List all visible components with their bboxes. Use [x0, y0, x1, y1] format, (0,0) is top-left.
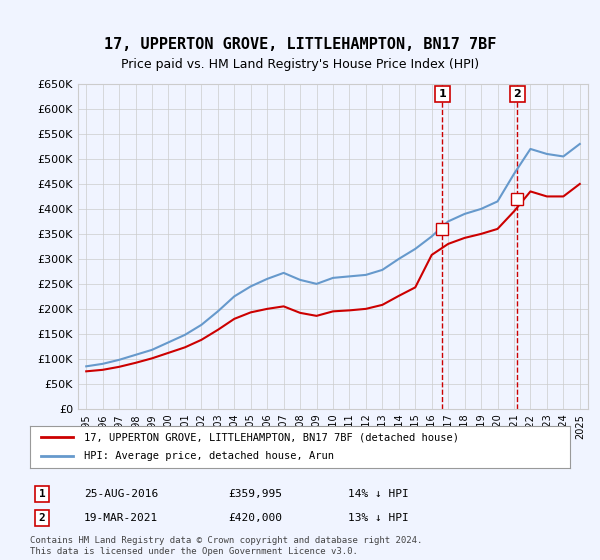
Text: 14% ↓ HPI: 14% ↓ HPI	[348, 489, 409, 499]
Text: 2: 2	[514, 89, 521, 99]
Text: 13% ↓ HPI: 13% ↓ HPI	[348, 513, 409, 523]
Text: 17, UPPERTON GROVE, LITTLEHAMPTON, BN17 7BF (detached house): 17, UPPERTON GROVE, LITTLEHAMPTON, BN17 …	[84, 432, 459, 442]
Text: 25-AUG-2016: 25-AUG-2016	[84, 489, 158, 499]
Text: £359,995: £359,995	[228, 489, 282, 499]
Text: Price paid vs. HM Land Registry's House Price Index (HPI): Price paid vs. HM Land Registry's House …	[121, 58, 479, 71]
Text: 1: 1	[439, 89, 446, 99]
Text: 1: 1	[38, 489, 46, 499]
Text: £420,000: £420,000	[228, 513, 282, 523]
Text: 19-MAR-2021: 19-MAR-2021	[84, 513, 158, 523]
Text: HPI: Average price, detached house, Arun: HPI: Average price, detached house, Arun	[84, 451, 334, 461]
Text: Contains HM Land Registry data © Crown copyright and database right 2024.
This d: Contains HM Land Registry data © Crown c…	[30, 536, 422, 556]
Text: 2: 2	[38, 513, 46, 523]
Text: 17, UPPERTON GROVE, LITTLEHAMPTON, BN17 7BF: 17, UPPERTON GROVE, LITTLEHAMPTON, BN17 …	[104, 38, 496, 52]
